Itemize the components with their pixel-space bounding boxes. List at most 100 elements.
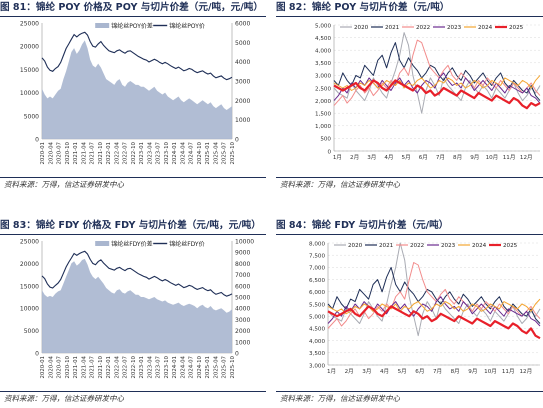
x-tick-label: 11月: [502, 368, 515, 375]
x-tick-label: 2023-10: [164, 141, 170, 164]
y-tick-label: 1,000: [315, 124, 331, 130]
series-line: [41, 31, 233, 81]
x-tick-label: 4月: [384, 154, 393, 161]
x-tick-label: 2021-10: [98, 355, 104, 378]
y-tick-label: 7,000: [309, 266, 325, 272]
legend-swatch: [95, 241, 110, 246]
x-tick-label: 2024-01: [172, 142, 178, 165]
x-tick-label: 2022-04: [114, 355, 120, 378]
x-tick-label: 2023-01: [139, 142, 145, 165]
x-tick-label: 5月: [398, 368, 407, 375]
x-tick-label: 2023-01: [139, 356, 145, 379]
y-right-tick-label: 1000: [235, 339, 250, 346]
x-tick-label: 2025-01: [205, 356, 211, 379]
x-tick-label: 2024-07: [189, 356, 195, 379]
source-note: 资料来源：万得，信达证券研发中心: [4, 394, 124, 403]
y-tick-label: 6,000: [309, 290, 325, 296]
source-divider: [276, 391, 543, 392]
y-right-tick-label: 3000: [235, 317, 250, 324]
y-right-tick-label: 0: [235, 137, 239, 144]
y-right-tick-label: 9000: [235, 250, 250, 257]
y-right-tick-label: 3000: [235, 79, 250, 86]
y-tick-label: 1,500: [315, 112, 331, 118]
series-line: [333, 39, 541, 106]
series-line: [333, 32, 541, 114]
chart-fdy-price-spread: 0 5000 10000 15000 20000 25000 0 1000 2000 3000 40…: [20, 239, 254, 379]
y-tick-label: 5,000: [309, 315, 325, 321]
series-area: [42, 40, 232, 139]
y-left-tick-label: 10000: [20, 90, 39, 97]
y-tick-label: 5,500: [309, 302, 325, 308]
x-tick-label: 2022-01: [106, 356, 112, 379]
x-tick-label: 2024-01: [172, 356, 178, 379]
series-line: [333, 42, 541, 101]
x-tick-label: 6月: [419, 154, 428, 161]
legend-label: 2022: [416, 25, 430, 31]
x-tick-label: 3月: [367, 154, 376, 161]
y-right-tick-label: 5000: [235, 295, 250, 302]
y-tick-label: 5,000: [315, 23, 331, 29]
y-tick-label: 4,500: [309, 327, 325, 333]
x-tick-label: 2025-01: [205, 142, 211, 165]
x-tick-label: 2025-04: [213, 141, 219, 164]
chart-poy-seasonal: 0 500 1,000 1,500 2,000 2,500 3,000 3,500 4,000 4…: [315, 23, 541, 161]
legend-label: 2023: [447, 25, 462, 31]
x-tick-label: 2024-04: [180, 141, 186, 164]
x-tick-label: 1月: [333, 154, 342, 161]
x-tick-label: 2024-04: [180, 355, 186, 378]
y-right-tick-label: 8000: [235, 261, 250, 268]
legend-label: 锦纶丝FDY价: [169, 240, 204, 248]
x-tick-label: 2023-10: [164, 355, 170, 378]
y-tick-label: 3,500: [309, 351, 325, 357]
series-line: [333, 79, 541, 110]
y-left-tick-label: 20000: [20, 261, 39, 268]
y-right-tick-label: 1000: [235, 117, 250, 124]
x-tick-label: 8月: [453, 154, 462, 161]
x-tick-label: 12月: [520, 368, 533, 375]
y-left-tick-label: 20000: [20, 44, 39, 51]
y-left-tick-label: 10000: [20, 306, 39, 313]
x-tick-label: 11月: [503, 154, 516, 161]
x-tick-label: 2020-07: [57, 142, 63, 165]
y-tick-label: 3,000: [309, 363, 325, 369]
y-right-tick-label: 4000: [235, 306, 250, 313]
y-tick-label: 4,500: [315, 36, 331, 42]
y-left-tick-label: 5000: [24, 328, 39, 335]
y-tick-label: 8,000: [309, 241, 325, 247]
x-tick-label: 6月: [415, 368, 424, 375]
x-tick-label: 2022-10: [131, 141, 137, 164]
y-right-tick-label: 4000: [235, 59, 250, 66]
source-note: 资料来源：万得，信达证券研发中心: [4, 180, 124, 189]
x-tick-label: 9月: [470, 154, 479, 161]
chart-poy-price-spread: 0 5000 10000 15000 20000 25000 0 1000 2000 3000 40…: [20, 21, 251, 165]
x-tick-label: 2021-01: [73, 356, 79, 379]
x-tick-label: 2021-10: [98, 141, 104, 164]
y-tick-label: 4,000: [309, 339, 325, 345]
x-tick-label: 4月: [380, 368, 389, 375]
y-left-tick-label: 15000: [20, 283, 39, 290]
series-line: [327, 242, 541, 337]
x-tick-label: 2024-07: [189, 142, 195, 165]
x-tick-label: 7月: [433, 368, 442, 375]
source-note: 资料来源：万得，信达证券研发中心: [280, 394, 400, 403]
panel-title: 图 83：锦纶 FDY 价格及 FDY 与切片价差（元/吨，元/吨）: [0, 220, 261, 231]
x-tick-label: 2020-07: [57, 356, 63, 379]
x-tick-label: 2024-10: [197, 141, 203, 164]
x-tick-label: 7月: [436, 154, 445, 161]
series-line: [327, 266, 541, 324]
y-tick-label: 6,500: [309, 278, 325, 284]
panel-poy-price-spread: 图 81：锦纶 POY 价格及 POY 与切片价差（元/吨，元/吨） 0 5000…: [0, 0, 266, 190]
y-tick-label: 2,000: [315, 99, 331, 105]
panel-title: 图 81：锦纶 POY 价格及 POY 与切片价差（元/吨，元/吨）: [0, 2, 263, 13]
y-left-tick-label: 0: [35, 351, 39, 358]
x-tick-label: 2025-04: [213, 355, 219, 378]
y-right-tick-label: 6000: [235, 21, 250, 28]
x-tick-label: 12月: [520, 154, 533, 161]
x-tick-label: 2023-04: [147, 355, 153, 378]
legend-label: 2021: [385, 25, 400, 31]
x-tick-label: 2021-04: [81, 141, 87, 164]
x-tick-label: 5月: [402, 154, 411, 161]
legend-label: 锦纶丝POY价差: [111, 22, 153, 30]
x-tick-label: 2023-07: [156, 142, 162, 165]
source-note: 资料来源：万得，信达证券研发中心: [280, 180, 400, 189]
